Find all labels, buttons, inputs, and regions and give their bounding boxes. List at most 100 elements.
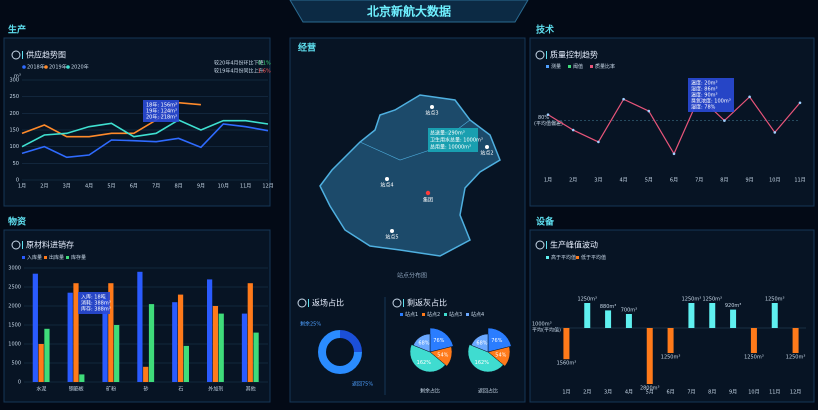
series-line — [21, 119, 269, 148]
donut-label: 返回75% — [352, 381, 373, 388]
x-tick-label: 7月 — [152, 184, 160, 190]
panel — [3, 37, 271, 207]
tooltip-text: 温度: 90m³ — [691, 92, 718, 99]
chart-title: 质量控制趋势 — [550, 50, 598, 60]
bar — [605, 310, 612, 328]
legend-label: 2019年 — [49, 64, 67, 71]
pie-slice — [487, 346, 511, 367]
x-tick-label: 1月 — [18, 184, 26, 190]
legend-label: 低于平均值 — [581, 254, 606, 261]
slice-label: 76% — [433, 338, 444, 344]
x-tick-label: 3月 — [604, 390, 612, 396]
y-tick-label: 2500 — [8, 285, 21, 291]
x-tick-label: 1月 — [562, 390, 570, 396]
x-tick-label: 10月 — [218, 184, 229, 190]
note: 较20年4月份环比下降 — [214, 60, 264, 67]
x-tick-label: 5月 — [645, 178, 653, 184]
pie-slice — [467, 344, 504, 373]
bar — [792, 328, 799, 353]
point — [798, 101, 802, 105]
title-icon — [11, 240, 21, 250]
baseline-note: 1000m³ — [532, 322, 552, 328]
section-label: 生产 — [8, 24, 26, 36]
legend-swatch — [568, 65, 571, 68]
tooltip-text: 臭氧浓度: 100m³ — [691, 98, 731, 105]
bar — [688, 303, 695, 328]
title-bar — [22, 241, 23, 249]
station-label: 站点2 — [480, 150, 493, 157]
legend-swatch — [546, 65, 549, 68]
point — [546, 113, 550, 116]
bar — [172, 302, 178, 382]
x-tick-label: 水泥 — [36, 386, 46, 393]
legend-label: 2018年 — [27, 64, 45, 71]
x-tick-label: 9月 — [746, 178, 754, 184]
panel — [3, 229, 271, 403]
legend-swatch — [400, 313, 403, 316]
note: 较19年4月份同比上升 — [214, 68, 264, 75]
center-dot — [425, 190, 431, 196]
legend-swatch — [66, 256, 69, 259]
bar — [709, 303, 716, 328]
tooltip-text: 20年: 218m³ — [146, 114, 177, 121]
title-icon — [392, 298, 402, 308]
bar — [212, 306, 219, 382]
y-tick-label: 200 — [9, 111, 19, 117]
slice-label: 54% — [495, 352, 506, 358]
bar — [730, 309, 737, 328]
x-tick-label: 8月 — [708, 390, 716, 396]
donut-segment — [318, 330, 362, 374]
legend-label: 库存量 — [71, 254, 86, 261]
station-label: 站点3 — [425, 110, 438, 117]
donut-label: 剩余25% — [300, 321, 321, 328]
x-tick-label: 2月 — [583, 390, 591, 396]
legend-swatch — [422, 313, 425, 316]
point — [773, 131, 777, 134]
bar — [646, 328, 653, 384]
pie-slice — [429, 327, 454, 353]
tooltip-text: 消耗: 388m³ — [81, 300, 111, 307]
point — [723, 119, 726, 122]
value-label: 1250m³ — [765, 297, 785, 303]
x-tick-label: 10月 — [769, 178, 780, 184]
station-dot — [385, 177, 389, 181]
y-tick-label: 3000 — [8, 266, 21, 272]
chart-title: 生产峰值波动 — [550, 240, 598, 250]
section-label: 经营 — [298, 42, 316, 54]
x-tick-label: 9月 — [197, 184, 205, 190]
point — [748, 95, 751, 99]
x-tick-label: 12月 — [790, 390, 801, 396]
y-tick-label: 500 — [11, 361, 21, 367]
reference-label: 80% — [538, 115, 549, 121]
tooltip-text: 总用量: 10000m³ — [430, 144, 471, 151]
chart-title: 原材料进销存 — [26, 240, 74, 250]
legend-label: 站点2 — [427, 311, 440, 318]
legend-label: 质量比率 — [595, 63, 615, 70]
bar — [750, 328, 757, 353]
y-tick-label: 250 — [9, 94, 19, 100]
panel — [529, 37, 815, 207]
x-tick-label: 11月 — [794, 178, 805, 184]
station-dot — [430, 105, 434, 109]
y-tick-label: 50 — [13, 161, 19, 167]
tooltip-text: 总送量: 290m³ — [430, 130, 465, 137]
legend-swatch — [590, 65, 593, 68]
x-tick-label: 矿粉 — [106, 386, 116, 393]
title-bar — [403, 299, 404, 307]
title-icon — [535, 50, 545, 60]
legend-swatch — [546, 256, 549, 259]
y-tick-label: 2000 — [8, 304, 21, 310]
legend-label: 入库量 — [27, 254, 42, 261]
x-tick-label: 6月 — [666, 390, 674, 396]
tooltip-box — [428, 128, 478, 152]
x-tick-label: 砂 — [143, 386, 148, 393]
legend-label: 高于平均值 — [551, 254, 576, 261]
legend-swatch — [44, 65, 48, 69]
pie-slice — [412, 333, 431, 353]
tooltip-box — [78, 292, 110, 314]
x-tick-label: 8月 — [174, 184, 182, 190]
x-tick-label: 钢筋板 — [69, 386, 84, 393]
bar — [73, 283, 79, 382]
y-tick-label: 300 — [9, 78, 19, 84]
x-tick-label: 10月 — [748, 390, 759, 396]
